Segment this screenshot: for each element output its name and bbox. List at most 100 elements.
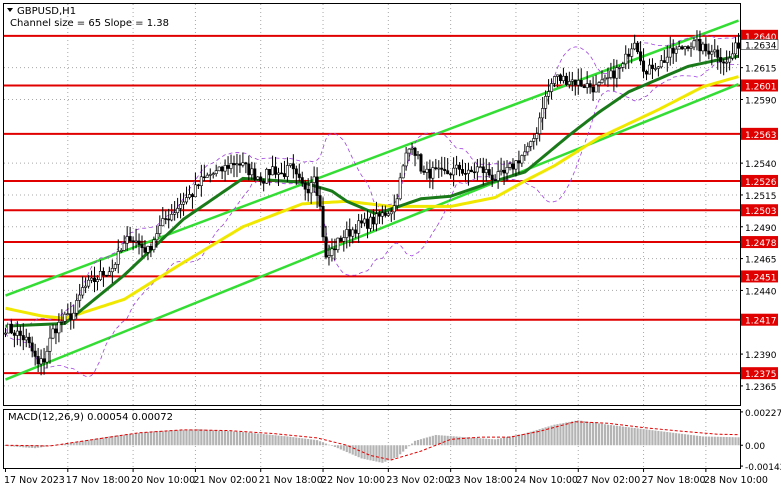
macd-histogram-bar bbox=[609, 425, 613, 446]
price-tick-label: 1.2440 bbox=[745, 287, 777, 297]
candle-body bbox=[259, 176, 263, 182]
level-price-label: 1.2640 bbox=[745, 33, 777, 43]
macd-histogram-bar bbox=[212, 430, 215, 446]
macd-histogram-bar bbox=[114, 435, 117, 446]
macd-histogram-bar bbox=[514, 435, 518, 446]
macd-histogram-bar bbox=[683, 434, 687, 446]
macd-histogram-bar bbox=[390, 445, 393, 460]
candle-body bbox=[226, 165, 230, 169]
macd-histogram-bar bbox=[393, 445, 396, 459]
candle-body bbox=[211, 173, 215, 175]
candle-body bbox=[235, 163, 239, 166]
candle-body bbox=[69, 313, 73, 320]
macd-histogram-bar bbox=[399, 445, 402, 455]
macd-histogram-bar bbox=[244, 432, 247, 446]
candle-body bbox=[561, 75, 565, 81]
macd-histogram-bar bbox=[351, 445, 354, 455]
candle-body bbox=[564, 75, 568, 85]
macd-histogram-bar bbox=[215, 430, 218, 446]
candle-body bbox=[54, 328, 58, 334]
macd-histogram-bar bbox=[318, 441, 322, 446]
macd-histogram-bar bbox=[357, 445, 360, 458]
price-tick-label: 1.2590 bbox=[745, 96, 777, 106]
macd-histogram-bar bbox=[176, 430, 179, 446]
macd-histogram-bar bbox=[134, 433, 138, 446]
macd-histogram-bar bbox=[271, 434, 274, 446]
macd-histogram-bar bbox=[102, 437, 105, 446]
macd-histogram-bar bbox=[716, 436, 719, 446]
candle-body bbox=[395, 198, 399, 206]
macd-histogram-bar bbox=[443, 435, 446, 446]
level-price-label: 1.2503 bbox=[745, 207, 777, 217]
candle-body bbox=[722, 61, 726, 64]
candle-body bbox=[455, 164, 459, 169]
macd-histogram-bar bbox=[90, 439, 93, 446]
candle-body bbox=[636, 42, 640, 53]
macd-histogram-bar bbox=[57, 444, 61, 446]
channel-info-label: Channel size = 65 Slope = 1.38 bbox=[10, 18, 169, 29]
candle-body bbox=[600, 79, 604, 83]
macd-histogram-bar bbox=[221, 430, 224, 446]
macd-histogram-bar bbox=[384, 445, 387, 462]
candle-body bbox=[653, 68, 657, 70]
macd-tick-label: 0.00 bbox=[745, 442, 765, 452]
candle-body bbox=[366, 218, 370, 229]
macd-histogram-bar bbox=[636, 428, 639, 446]
candle-body bbox=[591, 86, 595, 93]
dropdown-triangle-icon[interactable] bbox=[7, 8, 13, 12]
time-tick-label: 27 Nov 18:00 bbox=[642, 475, 706, 486]
macd-histogram-bar bbox=[348, 445, 351, 454]
candle-body bbox=[410, 147, 414, 150]
macd-histogram-bar bbox=[292, 437, 295, 446]
candle-body bbox=[440, 167, 444, 170]
macd-histogram-bar bbox=[173, 430, 176, 446]
candle-body bbox=[707, 50, 711, 55]
candle-body bbox=[452, 167, 456, 176]
macd-histogram-bar bbox=[232, 431, 236, 446]
candle-body bbox=[18, 330, 22, 336]
macd-histogram-bar bbox=[289, 436, 292, 446]
candle-body bbox=[357, 220, 361, 234]
macd-histogram-bar bbox=[491, 439, 494, 446]
macd-histogram-bar bbox=[369, 445, 372, 461]
macd-histogram-bar bbox=[686, 434, 690, 446]
candle-body bbox=[698, 39, 702, 52]
time-tick-label: 23 Nov 18:00 bbox=[449, 475, 513, 486]
macd-histogram-bar bbox=[728, 437, 731, 446]
macd-histogram-bar bbox=[523, 433, 526, 446]
candle-body bbox=[238, 163, 242, 166]
candle-body bbox=[339, 237, 343, 242]
candle-body bbox=[478, 166, 482, 169]
price-tick-label: 1.2390 bbox=[745, 351, 777, 361]
candle-body bbox=[164, 218, 168, 220]
macd-histogram-bar bbox=[657, 430, 660, 446]
macd-histogram-bar bbox=[419, 439, 423, 446]
macd-histogram-bar bbox=[458, 436, 461, 446]
macd-histogram-bar bbox=[464, 437, 467, 446]
level-price-label: 1.2526 bbox=[745, 178, 777, 188]
candle-body bbox=[579, 80, 583, 87]
candlesticks bbox=[3, 30, 741, 376]
macd-histogram-bar bbox=[704, 436, 707, 446]
macd-histogram-bar bbox=[238, 431, 242, 446]
candle-body bbox=[110, 268, 114, 273]
candle-body bbox=[205, 174, 209, 178]
candle-body bbox=[511, 163, 515, 170]
candle-body bbox=[656, 66, 660, 69]
macd-histogram-bar bbox=[416, 439, 420, 446]
macd-histogram-bar bbox=[651, 430, 654, 446]
candle-body bbox=[472, 171, 476, 174]
candle-body bbox=[220, 166, 224, 172]
candle-body bbox=[585, 83, 589, 88]
candle-body bbox=[104, 274, 108, 277]
macd-histogram-bar bbox=[476, 438, 479, 446]
macd-histogram-bar bbox=[149, 431, 153, 446]
macd-histogram-bar bbox=[431, 435, 434, 446]
candle-body bbox=[437, 167, 441, 170]
macd-histogram-bar bbox=[731, 437, 734, 446]
candle-body bbox=[555, 74, 559, 77]
candle-body bbox=[84, 285, 88, 288]
macd-histogram-bar bbox=[69, 442, 72, 446]
